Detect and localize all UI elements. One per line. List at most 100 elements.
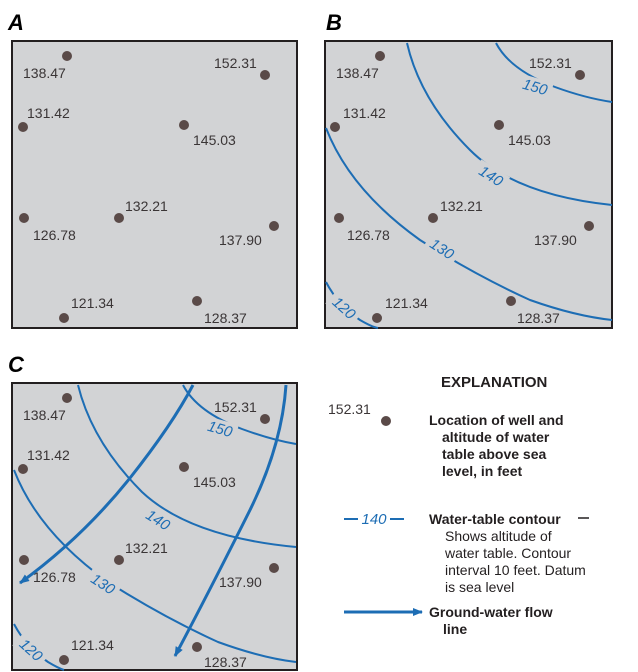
- well-marker: [372, 313, 382, 323]
- well-marker: [330, 122, 340, 132]
- legend-contour-title: Water-table contour: [429, 511, 561, 527]
- well-altitude: 126.78: [33, 227, 76, 243]
- contour-label-mask: [471, 159, 511, 193]
- well-marker: [114, 213, 124, 223]
- well-altitude: 121.34: [385, 295, 428, 311]
- well-altitude: 121.34: [71, 295, 114, 311]
- contour-label-mask: [516, 73, 554, 101]
- flow-line: [19, 384, 195, 585]
- well-altitude: 137.90: [219, 574, 262, 590]
- contour-line-150: [495, 42, 613, 103]
- well-marker: [260, 414, 270, 424]
- legend-flow-text: Ground-water flow: [429, 604, 553, 620]
- well-altitude: 126.78: [347, 227, 390, 243]
- well-marker: [59, 313, 69, 323]
- legend-contour-text: water table. Contour: [444, 545, 571, 561]
- panel-c-flow-lines: [19, 384, 288, 657]
- legend-well-text: Location of well and: [429, 412, 564, 428]
- well-altitude: 128.37: [204, 310, 247, 326]
- contour-label-mask: [325, 289, 363, 327]
- well-altitude: 145.03: [193, 132, 236, 148]
- contour-line-150: [182, 384, 297, 445]
- well-altitude: 126.78: [33, 569, 76, 585]
- well-marker: [584, 221, 594, 231]
- well-altitude: 145.03: [193, 474, 236, 490]
- legend-flow-text: line: [443, 621, 467, 637]
- panel-c: C 150 140 130 120 138.47 152.31: [8, 352, 298, 671]
- well-marker: [269, 221, 279, 231]
- well-altitude: 152.31: [214, 399, 257, 415]
- well-altitude: 131.42: [343, 105, 386, 121]
- panel-a-wells: 138.47 152.31 131.42 145.03 132.21 126.7…: [18, 51, 279, 326]
- well-marker: [192, 296, 202, 306]
- legend-contour-value: 140: [361, 511, 387, 528]
- panel-c-wells: 138.47 152.31 131.42 145.03 132.21 126.7…: [18, 393, 279, 670]
- well-altitude: 131.42: [27, 447, 70, 463]
- panel-a: A 138.47 152.31 131.42 145.03 132.21 126…: [7, 10, 298, 329]
- well-altitude: 138.47: [23, 407, 66, 423]
- well-marker: [59, 655, 69, 665]
- well-altitude: 138.47: [23, 65, 66, 81]
- well-marker: [494, 120, 504, 130]
- well-marker: [18, 464, 28, 474]
- explanation-title: EXPLANATION: [441, 374, 547, 391]
- well-altitude: 152.31: [529, 55, 572, 71]
- contour-line-140: [77, 384, 297, 548]
- flow-line: [173, 384, 288, 657]
- legend-contour-text: Shows altitude of: [445, 528, 552, 544]
- explanation: EXPLANATION 152.31 Location of well and …: [328, 374, 589, 637]
- legend-contour-text: is sea level: [445, 579, 514, 595]
- well-altitude: 132.21: [125, 198, 168, 214]
- contour-label-150: 150: [520, 76, 549, 99]
- well-marker: [506, 296, 516, 306]
- well-altitude: 132.21: [440, 198, 483, 214]
- well-marker: [179, 120, 189, 130]
- well-marker: [575, 70, 585, 80]
- contour-label-mask: [83, 567, 123, 601]
- contour-label-mask: [12, 631, 50, 669]
- well-marker: [18, 122, 28, 132]
- well-marker: [428, 213, 438, 223]
- well-marker: [260, 70, 270, 80]
- well-altitude: 128.37: [517, 310, 560, 326]
- legend-well-text: level, in feet: [442, 463, 522, 479]
- contour-line-140: [406, 42, 613, 206]
- well-altitude: 152.31: [214, 55, 257, 71]
- well-marker: [62, 51, 72, 61]
- well-marker: [375, 51, 385, 61]
- well-altitude: 137.90: [219, 232, 262, 248]
- panel-b-wells: 138.47 152.31 131.42 145.03 132.21 126.7…: [330, 51, 594, 326]
- well-altitude: 131.42: [27, 105, 70, 121]
- panel-b-map: [324, 40, 613, 329]
- well-marker: [179, 462, 189, 472]
- panel-a-label: A: [7, 10, 24, 35]
- well-marker: [19, 213, 29, 223]
- panel-b: B 150 140 130 120 138.47 152.31 131.42: [324, 10, 613, 329]
- well-altitude: 132.21: [125, 540, 168, 556]
- well-marker: [19, 555, 29, 565]
- panel-b-label: B: [326, 10, 342, 35]
- well-altitude: 137.90: [534, 232, 577, 248]
- contour-label-mask: [138, 503, 178, 537]
- panel-c-contours: [13, 384, 297, 671]
- well-marker: [334, 213, 344, 223]
- well-altitude: 145.03: [508, 132, 551, 148]
- contour-label-150: 150: [205, 418, 234, 441]
- well-altitude: 138.47: [336, 65, 379, 81]
- legend-well-value: 152.31: [328, 401, 371, 417]
- well-marker: [114, 555, 124, 565]
- well-marker: [62, 393, 72, 403]
- legend-well-text: table above sea: [442, 446, 546, 462]
- contour-label-mask: [422, 232, 462, 266]
- contour-line-130: [13, 469, 297, 663]
- legend-flow: Ground-water flow line: [344, 604, 553, 637]
- well-marker: [192, 642, 202, 652]
- legend-well-marker: [381, 416, 391, 426]
- legend-contour-text: interval 10 feet. Datum: [445, 562, 586, 578]
- panel-b-contours: [325, 42, 613, 329]
- panel-a-map: [11, 40, 298, 329]
- panel-c-label: C: [8, 352, 25, 377]
- well-altitude: 121.34: [71, 637, 114, 653]
- panel-b-contour-labels: 150 140 130 120: [325, 73, 554, 327]
